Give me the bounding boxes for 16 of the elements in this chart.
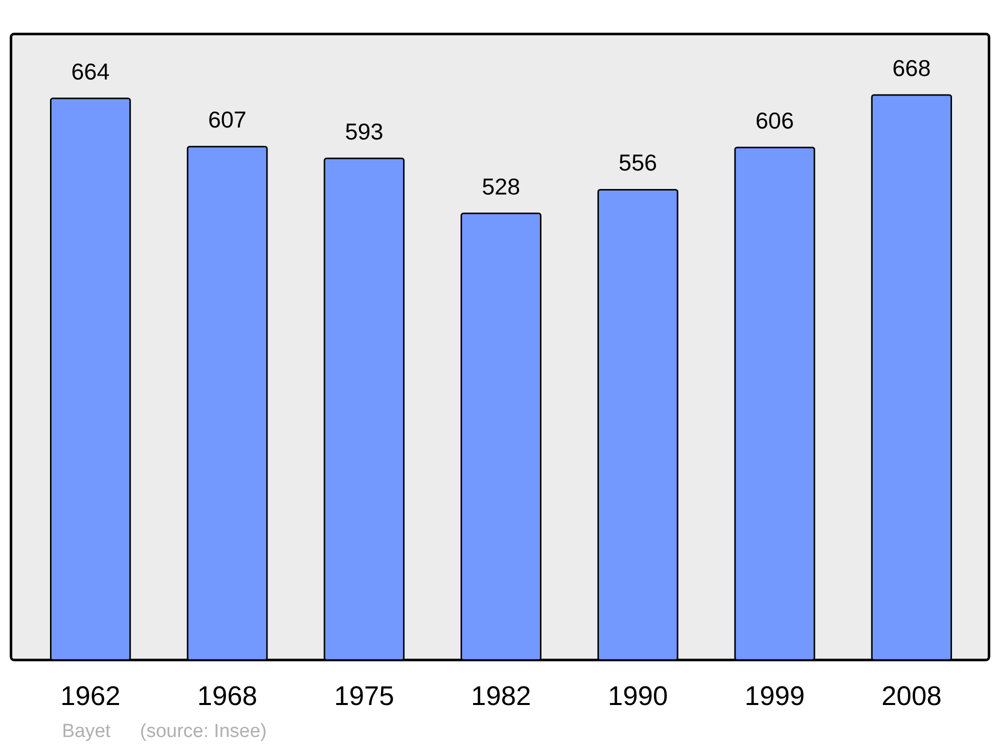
x-tick-label: 1975 [334, 681, 394, 711]
text: (source: Insee) [140, 721, 267, 742]
data-label: 668 [892, 55, 931, 81]
data-label: 607 [208, 106, 246, 133]
data-label: 556 [618, 150, 658, 176]
data-label: 593 [344, 118, 384, 144]
x-tick-label: 1968 [197, 681, 258, 711]
x-tick-label: 1962 [60, 681, 120, 711]
data-label: 606 [756, 107, 794, 134]
data-label: 528 [482, 173, 520, 200]
x-tick-label: 1990 [608, 681, 668, 711]
text: Bayet [62, 721, 112, 742]
data-label: 664 [71, 58, 110, 84]
x-tick-label: 1982 [470, 681, 532, 711]
x-tick-label: 1999 [744, 681, 805, 711]
x-tick-label: 2008 [882, 681, 942, 711]
